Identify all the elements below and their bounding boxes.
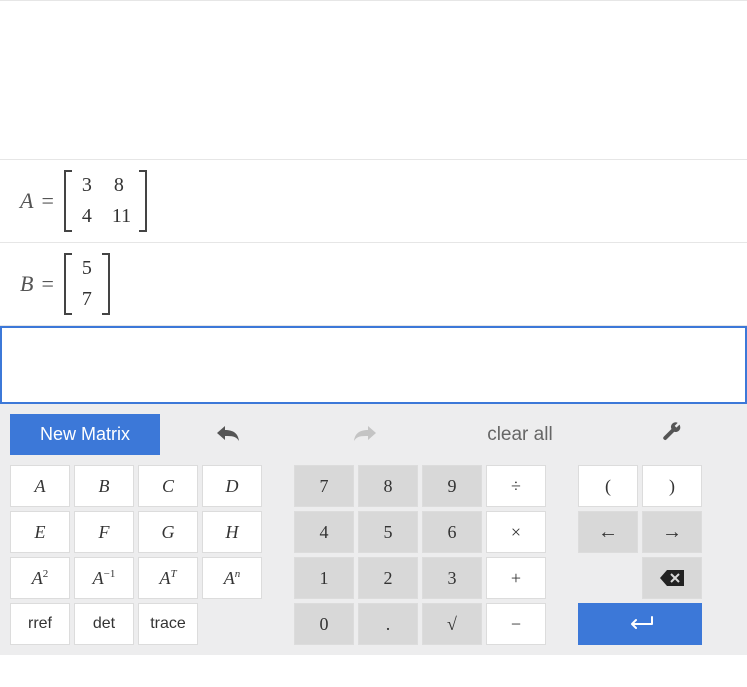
key-B[interactable]: B [74,465,134,507]
matrix-cell: 7 [80,288,94,311]
key-5[interactable]: 5 [358,511,418,553]
settings-icon[interactable] [648,416,696,454]
undo-icon[interactable] [201,416,255,454]
key-1[interactable]: 1 [294,557,354,599]
matrix-label: A [20,188,33,214]
key-plus[interactable]: + [486,557,546,599]
matrix-label: B [20,271,33,297]
matrix-bracket: 384 11 [64,170,147,232]
key-paren-close[interactable]: ) [642,465,702,507]
key-trace[interactable]: trace [138,603,198,645]
key-0[interactable]: 0 [294,603,354,645]
expression-input[interactable] [0,326,747,404]
key-rref[interactable]: rref [10,603,70,645]
matrix-cell: 8 [112,174,126,197]
backspace-icon [660,570,684,586]
equals-sign: = [41,188,53,214]
key-2[interactable]: 2 [358,557,418,599]
output-area [0,0,747,160]
matrix-row-A[interactable]: A = 384 11 [0,160,747,243]
key-G[interactable]: G [138,511,198,553]
key-F[interactable]: F [74,511,134,553]
key-A-inverse[interactable]: A−1 [74,557,134,599]
key-A-power-n[interactable]: An [202,557,262,599]
key-paren-open[interactable]: ( [578,465,638,507]
key-D[interactable]: D [202,465,262,507]
key-8[interactable]: 8 [358,465,418,507]
key-divide[interactable]: ÷ [486,465,546,507]
key-dot[interactable]: . [358,603,418,645]
key-minus[interactable]: − [486,603,546,645]
key-det[interactable]: det [74,603,134,645]
key-C[interactable]: C [138,465,198,507]
key-backspace[interactable] [642,557,702,599]
key-E[interactable]: E [10,511,70,553]
matrix-row-B[interactable]: B=57 [0,243,747,326]
key-multiply[interactable]: × [486,511,546,553]
new-matrix-button[interactable]: New Matrix [10,414,160,455]
matrix-bracket: 57 [64,253,110,315]
key-nav-right[interactable]: → [642,511,702,553]
keypad-panel: New Matrix clear all ABCDEFGH A2 A−1 AT … [0,404,747,655]
matrix-cell: 4 [80,205,94,228]
key-H[interactable]: H [202,511,262,553]
key-A-squared[interactable]: A2 [10,557,70,599]
key-enter[interactable] [578,603,702,645]
equals-sign: = [41,271,53,297]
enter-icon [626,616,654,632]
key-7[interactable]: 7 [294,465,354,507]
key-sqrt[interactable]: √ [422,603,482,645]
key-A-transpose[interactable]: AT [138,557,198,599]
key-A[interactable]: A [10,465,70,507]
matrix-cell: 3 [80,174,94,197]
key-3[interactable]: 3 [422,557,482,599]
matrix-cell: 5 [80,257,94,280]
blank [202,603,262,645]
redo-icon[interactable] [338,416,392,454]
matrix-cell: 11 [112,205,131,228]
key-9[interactable]: 9 [422,465,482,507]
clear-all-button[interactable]: clear all [475,418,564,452]
key-nav-left[interactable]: ← [578,511,638,553]
key-4[interactable]: 4 [294,511,354,553]
key-6[interactable]: 6 [422,511,482,553]
